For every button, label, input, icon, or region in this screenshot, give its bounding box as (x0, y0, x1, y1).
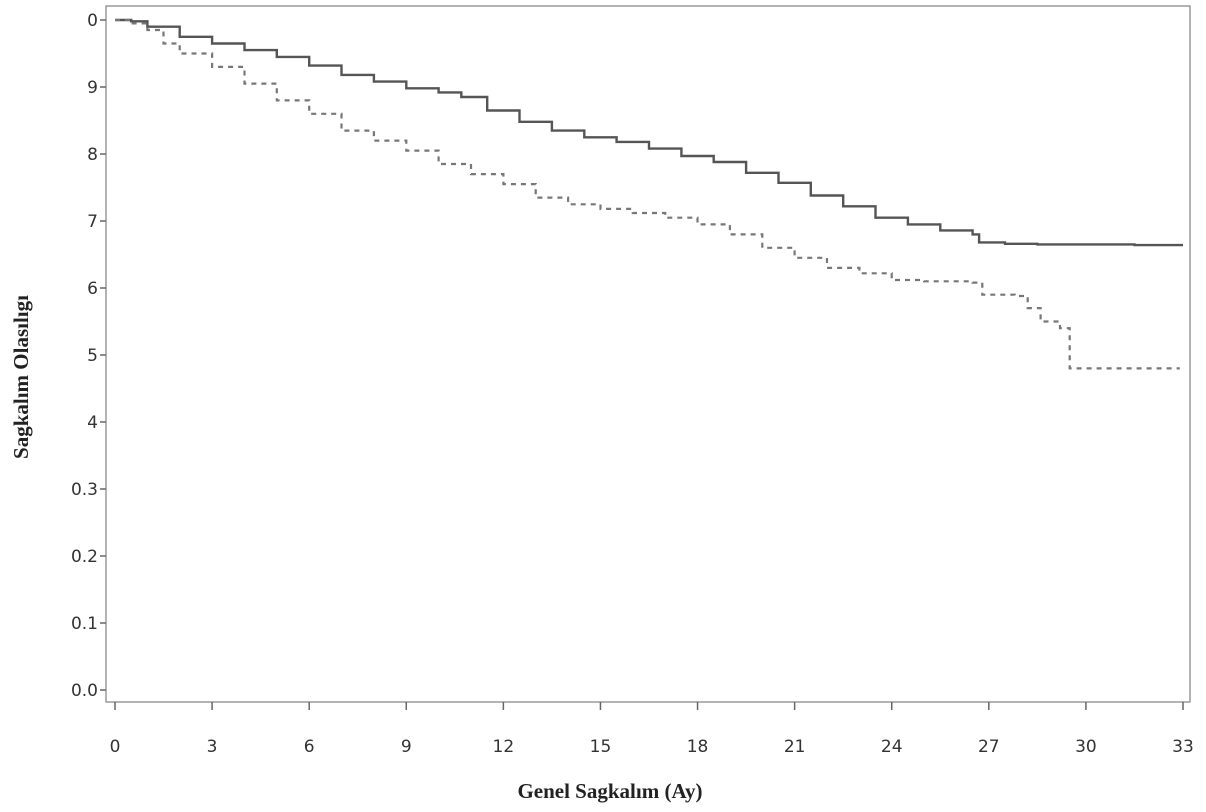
y-tick-label: 0.3 (71, 480, 98, 500)
x-tick-label: 24 (881, 737, 903, 757)
y-tick-label: 0.2 (71, 547, 98, 567)
x-tick-label: 27 (978, 737, 1000, 757)
y-tick-label: 0.1 (71, 614, 98, 634)
x-tick-label: 6 (304, 737, 315, 757)
x-tick-label: 30 (1075, 737, 1097, 757)
x-axis: 0 3 6 9 12 15 18 21 24 27 30 33 (110, 702, 1194, 757)
x-tick-label: 12 (493, 737, 515, 757)
x-tick-label: 15 (590, 737, 612, 757)
y-tick-label: 8 (87, 145, 98, 165)
series-layer (115, 18, 1183, 370)
x-axis-title: Genel Sagkalım (Ay) (517, 779, 702, 803)
y-tick-label: 0.0 (71, 681, 98, 701)
x-tick-label: 3 (207, 737, 218, 757)
series-line-1 (115, 18, 1183, 247)
y-tick-label: 4 (87, 413, 98, 433)
x-tick-label: 9 (401, 737, 412, 757)
y-axis: 0 9 8 7 6 5 4 0.3 0.2 0.1 0.0 (71, 11, 106, 701)
x-tick-label: 0 (110, 737, 121, 757)
x-tick-label: 18 (687, 737, 709, 757)
y-axis-title: Sagkalım Olasılıgı (9, 295, 33, 459)
y-tick-label: 9 (87, 78, 98, 98)
y-tick-label: 0 (87, 11, 98, 31)
series-line-2 (115, 18, 1180, 370)
x-tick-label: 21 (784, 737, 806, 757)
y-tick-label: 7 (87, 212, 98, 232)
y-tick-label: 5 (87, 346, 98, 366)
x-tick-label: 33 (1172, 737, 1194, 757)
plot-frame (105, 5, 1191, 703)
y-tick-label: 6 (87, 279, 98, 299)
